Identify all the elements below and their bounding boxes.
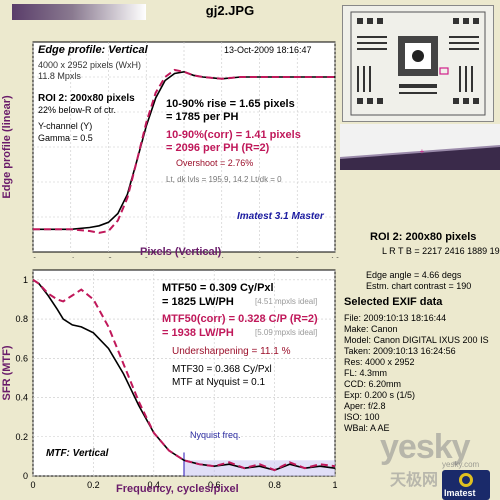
exif-iso: ISO: 100	[344, 412, 380, 422]
edge-lines	[33, 68, 335, 234]
roi-position: 22% below-R of ctr.	[38, 105, 117, 115]
window-title: gj2.JPG	[205, 3, 255, 18]
mtf-chart: 0 0.2 0.4 0.6 0.8 1 0 0.2 0.4 0.6 0.8 1 SFR (MTF)	[1, 269, 338, 490]
mtf-lines	[32, 278, 336, 472]
exif-title: Selected EXIF data	[344, 296, 443, 308]
mtf50-corr-lw: = 1938 LW/PH	[162, 327, 234, 339]
nyquist-label: Nyquist freq.	[190, 430, 241, 440]
exif-wbal: WBal: A AE	[344, 423, 390, 433]
roi-label: ROI 2: 200x80 pixels	[38, 93, 135, 104]
mtf-x-tick-label: 1	[332, 480, 337, 490]
roi-summary: ROI 2: 200x80 pixels	[370, 231, 477, 243]
mtf-x-tick-label: 0.4	[148, 480, 161, 490]
light-dark-levels: Lt, dk lvls = 195.9, 14.2 Lt/dk = 0	[166, 175, 282, 184]
imatest-version: Imatest 3.1 Master	[237, 211, 324, 222]
edge-x-tick-label: 4	[219, 256, 224, 258]
exif-fl: FL: 4.3mm	[344, 368, 388, 378]
mtf-y-tick-label: 0	[23, 471, 28, 481]
watermark-site: yesky	[380, 428, 471, 466]
mtf-corner-label: MTF: Vertical	[46, 448, 109, 459]
mtf50-ideal: [4.51 mpxls ideal]	[255, 297, 318, 306]
watermark-cn: 天极网	[390, 472, 439, 489]
mtf50-lw: = 1825 LW/PH	[162, 296, 234, 308]
test-chart-image	[343, 6, 493, 121]
exif-ccd: CCD: 6.20mm	[344, 379, 402, 389]
edge-grid	[32, 42, 336, 252]
mtf-y-tick-label: 0.8	[15, 314, 28, 324]
edge-x-tick-label: 6	[257, 256, 262, 258]
edge-date: 13-Oct-2009 18:16:47	[224, 45, 312, 55]
imatest-logo	[442, 470, 490, 500]
edge-profile-corrected-line	[33, 68, 335, 234]
watermark: yesky 天极网 yesky.com Imatest	[380, 420, 495, 500]
edge-x-tick-label: 8	[295, 256, 300, 258]
mtf-x-tick-label: 0	[30, 480, 35, 490]
exif-taken: Taken: 2009:10:13 16:24:56	[344, 346, 456, 356]
overshoot: Overshoot = 2.76%	[176, 158, 254, 168]
mtf-x-tick-label: 0.2	[87, 480, 100, 490]
edge-y-label: Edge profile (linear)	[1, 95, 13, 199]
mtf-x-ticks: 0 0.2 0.4 0.6 0.8 1	[30, 480, 337, 490]
edge-x-tick-label: 0	[144, 256, 149, 258]
undersharpening: Undersharpening = 11.1 %	[172, 346, 291, 357]
mtf30: MTF30 = 0.368 Cy/Pxl	[172, 364, 272, 375]
gamma: Gamma = 0.5	[38, 133, 93, 143]
chart-contrast: Estm. chart contrast = 190	[366, 281, 472, 291]
mtf-nyquist: MTF at Nyquist = 0.1	[172, 377, 266, 388]
mtf50: MTF50 = 0.309 Cy/Pxl	[162, 282, 274, 294]
image-size: 4000 x 2952 pixels (WxH)	[38, 60, 142, 70]
edge-x-tick-label: 2	[181, 256, 186, 258]
exif-res: Res: 4000 x 2952	[344, 357, 415, 367]
edge-x-ticks: -6 -4 -2 0 2 4 6 8 10	[29, 256, 340, 258]
mtf50-corr-ideal: [5.09 mpxls ideal]	[255, 328, 318, 337]
rise-corr-per-ph: = 2096 per PH (R=2)	[166, 142, 270, 154]
nyquist-shade	[184, 460, 335, 476]
edge-angle: Edge angle = 4.66 degs	[366, 270, 462, 280]
edge-heading: Edge profile: Vertical	[38, 44, 148, 56]
grayscale-gradient	[12, 4, 146, 20]
edge-x-tick-label: -2	[104, 256, 112, 258]
roi-edge-crop: +	[340, 124, 500, 170]
svg-text:+: +	[420, 147, 425, 156]
exif-model: Model: Canon DIGITAL IXUS 200 IS	[344, 335, 489, 345]
exif-make: Make: Canon	[344, 324, 398, 334]
mpxls: 11.8 Mpxls	[38, 71, 81, 81]
mtf-y-tick-label: 1	[23, 275, 28, 285]
mtf-plot-area	[32, 269, 336, 477]
roi-bounds: L R T B = 2217 2416 1889 1968	[382, 246, 500, 256]
mtf-y-tick-label: 0.2	[15, 432, 28, 442]
rise-corr-value: 10-90%(corr) = 1.41 pixels	[166, 129, 301, 141]
mtf50-corr: MTF50(corr) = 0.328 C/P (R=2)	[162, 313, 318, 325]
rise-per-ph: = 1785 per PH	[166, 111, 239, 123]
edge-x-tick-label: 10	[330, 256, 340, 258]
imatest-brand: Imatest	[444, 488, 476, 498]
mtf-y-tick-label: 0.4	[15, 393, 28, 403]
mtf-y-label: SFR (MTF)	[1, 345, 13, 400]
test-chart-thumbnail	[342, 5, 494, 122]
mtf-y-tick-label: 0.6	[15, 353, 28, 363]
mtf-y-ticks: 0 0.2 0.4 0.6 0.8 1	[15, 275, 28, 481]
edge-x-label: Pixels (Vertical)	[140, 246, 222, 258]
rise-value: 10-90% rise = 1.65 pixels	[166, 98, 295, 110]
edge-x-tick-label: -6	[29, 256, 37, 258]
exif-file: File: 2009:10:13 18:16:44	[344, 313, 447, 323]
mtf-x-label: Frequency, cycles/pixel	[116, 483, 239, 495]
mtf-x-tick-label: 0.6	[208, 480, 221, 490]
channel: Y-channel (Y)	[38, 121, 93, 131]
exif-exp: Exp: 0.200 s (1/5)	[344, 390, 416, 400]
watermark-domain: yesky.com	[442, 460, 480, 469]
exif-aper: Aper: f/2.8	[344, 401, 386, 411]
edge-profile-chart: -6 -4 -2 0 2 4 6 8 10 Edge profile (linear)	[1, 41, 340, 258]
mtf-corrected-line	[32, 278, 336, 472]
mtf-x-tick-label: 0.8	[268, 480, 281, 490]
edge-x-tick-label: -4	[67, 256, 75, 258]
